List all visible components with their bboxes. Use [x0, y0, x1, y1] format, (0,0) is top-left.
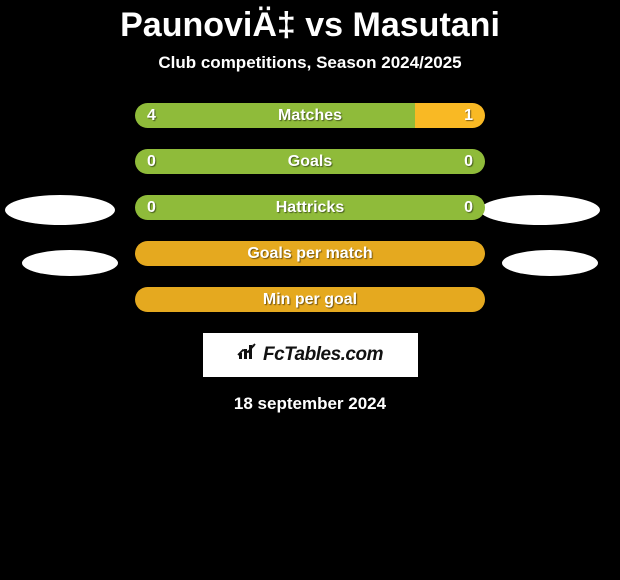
- stat-value-right: 0: [464, 195, 473, 220]
- stat-row: Hattricks0 0: [135, 195, 485, 220]
- stat-row: Min per goal: [135, 287, 485, 312]
- stat-value-right: 1: [464, 103, 473, 128]
- decorative-ellipse: [22, 250, 118, 276]
- stat-value-right: 0: [464, 149, 473, 174]
- stat-label: Min per goal: [135, 287, 485, 312]
- stat-value-left: 0: [147, 195, 156, 220]
- comparison-bars: Matches41Goals00Hattricks00Goals per mat…: [135, 103, 485, 312]
- decorative-ellipse: [502, 250, 598, 276]
- stat-value-left: 0: [147, 149, 156, 174]
- stat-label: Goals per match: [135, 241, 485, 266]
- footer-date: 18 september 2024: [0, 394, 620, 414]
- stat-row: Goals per match: [135, 241, 485, 266]
- page-subtitle: Club competitions, Season 2024/2025: [0, 53, 620, 73]
- page-title: PaunoviÄ‡ vs Masutani: [0, 0, 620, 45]
- stat-row: Goals0 0: [135, 149, 485, 174]
- stat-value-left: 4: [147, 103, 156, 128]
- stat-label: Matches: [135, 103, 485, 128]
- decorative-ellipse: [480, 195, 600, 225]
- decorative-ellipse: [5, 195, 115, 225]
- stat-row: Matches4 1: [135, 103, 485, 128]
- brand-logo-box: FcTables.com: [203, 333, 418, 377]
- stat-label: Hattricks: [135, 195, 485, 220]
- brand-logo-text: FcTables.com: [263, 344, 383, 366]
- brand-logo: FcTables.com: [237, 343, 383, 367]
- stat-label: Goals: [135, 149, 485, 174]
- chart-icon: [237, 343, 259, 367]
